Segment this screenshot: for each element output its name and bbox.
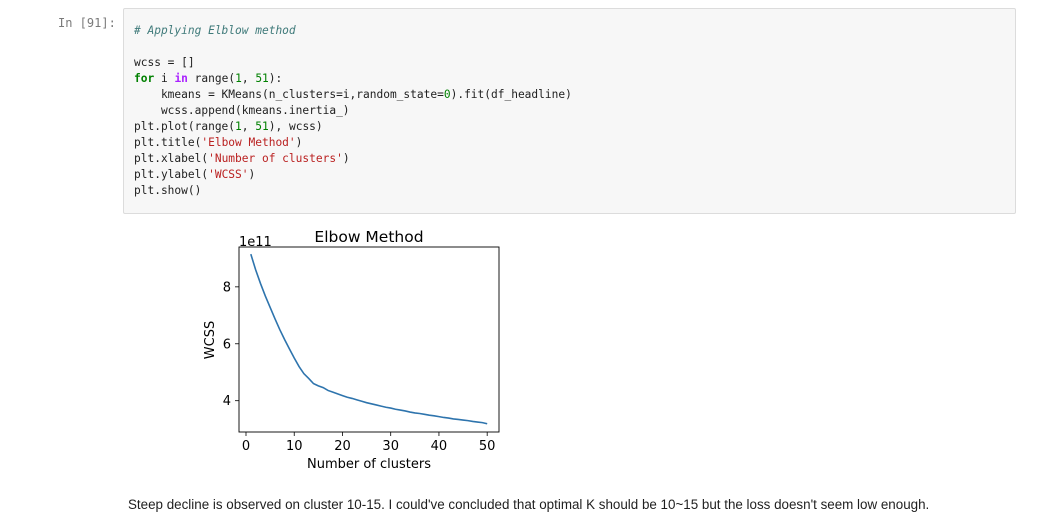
y-tick-label: 6 bbox=[223, 337, 231, 352]
code-editor[interactable]: # Applying Elblow method wcss = [] for i … bbox=[134, 23, 572, 199]
cell-prompt: In [91]: bbox=[58, 16, 116, 30]
code-token: plt.show() bbox=[134, 184, 202, 197]
code-token: ) bbox=[342, 152, 350, 165]
code-line: plt.plot(range(1, 51), wcss) bbox=[134, 119, 572, 135]
code-token: wcss.append(kmeans.inertia_) bbox=[134, 104, 350, 117]
code-line: plt.show() bbox=[134, 183, 572, 199]
code-line: wcss = [] bbox=[134, 55, 572, 71]
code-token: plt.ylabel( bbox=[134, 168, 209, 181]
x-tick-label: 0 bbox=[242, 439, 250, 454]
code-token: 'Number of clusters' bbox=[208, 152, 343, 165]
code-line: # Applying Elblow method bbox=[134, 23, 572, 39]
code-line: plt.title('Elbow Method') bbox=[134, 135, 572, 151]
x-tick-label: 50 bbox=[479, 439, 496, 454]
code-token: kmeans = KMeans(n_clusters=i,random_stat… bbox=[134, 88, 444, 101]
x-tick-label: 10 bbox=[286, 439, 303, 454]
wcss-series-line bbox=[250, 253, 488, 425]
y-tick-label: 4 bbox=[223, 394, 231, 409]
y-offset-text: 1e11 bbox=[239, 235, 272, 250]
y-axis-label: WCSS bbox=[203, 321, 218, 359]
code-token: 1 bbox=[235, 120, 242, 133]
code-token: plt.xlabel( bbox=[134, 152, 209, 165]
code-line: kmeans = KMeans(n_clusters=i,random_stat… bbox=[134, 87, 572, 103]
code-line: plt.xlabel('Number of clusters') bbox=[134, 151, 572, 167]
code-token: for bbox=[134, 72, 155, 85]
code-token: , bbox=[241, 120, 256, 133]
code-comment: # Applying Elblow method bbox=[134, 24, 296, 37]
y-tick-label: 8 bbox=[223, 280, 231, 295]
code-token: range( bbox=[187, 72, 236, 85]
code-token: ): bbox=[268, 72, 283, 85]
x-axis-label: Number of clusters bbox=[307, 457, 431, 472]
chart-title: Elbow Method bbox=[314, 228, 423, 246]
x-tick-label: 40 bbox=[431, 439, 448, 454]
code-token: plt.title( bbox=[134, 136, 202, 149]
cell-output-plot: 1e11 Elbow Method 0 10 20 30 40 50 4 6 8 Number … bbox=[190, 222, 510, 477]
code-token: 1 bbox=[235, 72, 242, 85]
code-token: i bbox=[154, 72, 175, 85]
code-token: ) bbox=[295, 136, 303, 149]
code-token: 0 bbox=[443, 88, 451, 101]
code-cell-input[interactable]: # Applying Elblow method wcss = [] for i … bbox=[123, 8, 1016, 214]
elbow-chart: 1e11 Elbow Method 0 10 20 30 40 50 4 6 8 Number … bbox=[203, 228, 500, 472]
code-token: , bbox=[241, 72, 256, 85]
code-line bbox=[134, 39, 572, 55]
code-token: plt.plot(range( bbox=[134, 120, 236, 133]
code-line: plt.ylabel('WCSS') bbox=[134, 167, 572, 183]
x-tick-label: 20 bbox=[334, 439, 351, 454]
code-token: 51 bbox=[255, 120, 269, 133]
code-token: 'Elbow Method' bbox=[201, 136, 296, 149]
code-token: ), wcss) bbox=[268, 120, 323, 133]
plot-area-frame bbox=[238, 246, 500, 433]
x-tick-label: 30 bbox=[382, 439, 399, 454]
code-token: ).fit(df_headline) bbox=[450, 88, 572, 101]
code-token: 'WCSS' bbox=[208, 168, 249, 181]
code-token: wcss = [] bbox=[134, 56, 195, 69]
code-token: ) bbox=[248, 168, 256, 181]
code-token: in bbox=[174, 72, 188, 85]
code-line: for i in range(1, 51): bbox=[134, 71, 572, 87]
markdown-cell-text: Steep decline is observed on cluster 10-… bbox=[128, 497, 930, 512]
code-token: 51 bbox=[255, 72, 269, 85]
code-line: wcss.append(kmeans.inertia_) bbox=[134, 103, 572, 119]
